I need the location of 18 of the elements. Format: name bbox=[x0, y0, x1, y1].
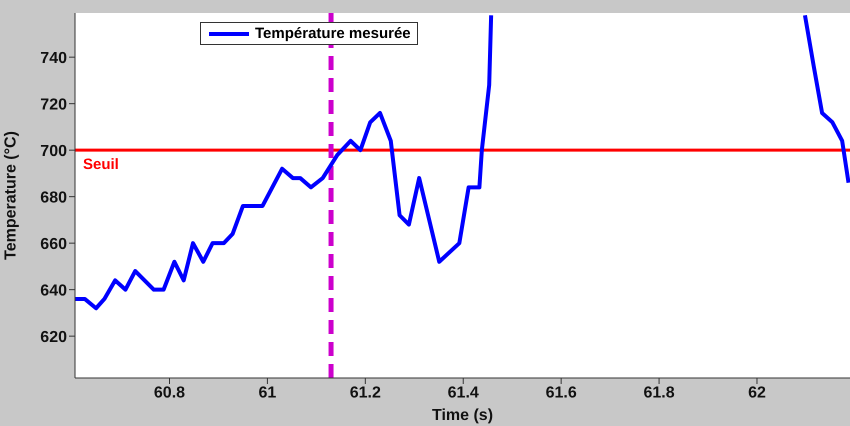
y-tick-label: 700 bbox=[40, 142, 68, 160]
x-tick-label: 62 bbox=[748, 384, 766, 402]
y-tick-label: 620 bbox=[40, 328, 68, 346]
y-tick-label: 640 bbox=[40, 282, 68, 300]
y-tick-label: 740 bbox=[40, 50, 68, 67]
x-tick-label: 61.8 bbox=[643, 384, 675, 402]
y-tick-label: 680 bbox=[40, 189, 68, 206]
x-tick-label: 61.6 bbox=[546, 384, 577, 402]
legend-label: Température mesurée bbox=[255, 25, 411, 42]
x-tick-label: 61.2 bbox=[350, 384, 381, 402]
x-axis-title: Time (s) bbox=[432, 407, 494, 424]
y-axis-title: Temperature (°C) bbox=[2, 131, 20, 260]
x-tick-label: 61 bbox=[258, 384, 276, 402]
x-tick-label: 60.8 bbox=[154, 384, 186, 402]
ref-line-label: Seuil bbox=[83, 156, 119, 173]
y-tick-label: 720 bbox=[40, 96, 68, 114]
x-tick-label: 61.4 bbox=[448, 384, 479, 402]
y-tick-label: 660 bbox=[40, 236, 68, 253]
